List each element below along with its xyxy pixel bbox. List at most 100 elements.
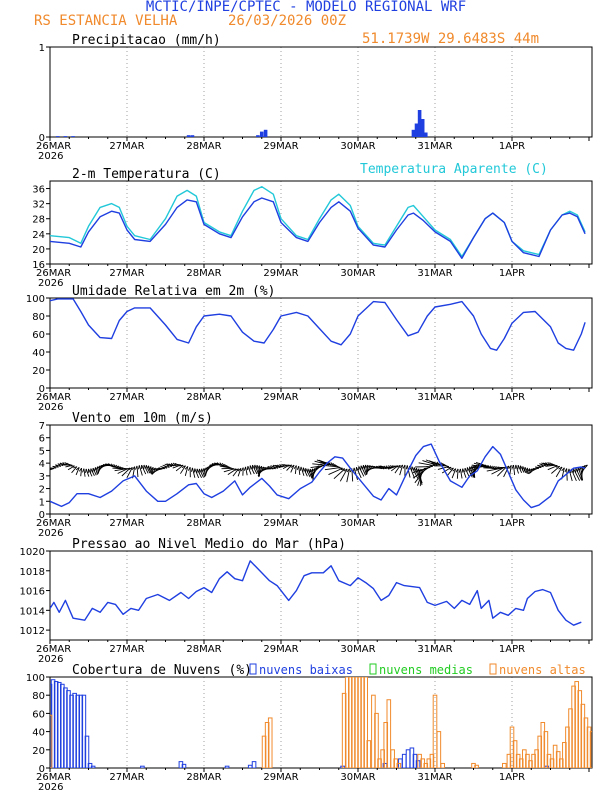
- bar-nuvens-altas: [436, 731, 442, 768]
- x-tick-label: 28MAR: [186, 518, 221, 529]
- wind-arrow-head: [179, 464, 184, 467]
- bar-nuvens-altas: [264, 722, 270, 768]
- bar-nuvens-altas: [534, 749, 539, 768]
- wind-arrow: [309, 465, 322, 473]
- wind-arrow: [112, 467, 124, 470]
- wind-arrow-head: [498, 466, 503, 469]
- x-tick-label: 27MAR: [109, 644, 144, 655]
- wind-arrow: [374, 466, 382, 470]
- wind-arrow-head: [255, 465, 258, 470]
- wind-arrow: [358, 466, 365, 477]
- wind-arrow-head: [399, 464, 403, 469]
- x-year-label: 2026: [38, 782, 63, 792]
- bar-precipitacao: [263, 129, 268, 137]
- x-year-label: 2026: [38, 654, 63, 665]
- wind-arrow-head: [296, 465, 300, 471]
- bar-precipitacao: [71, 136, 75, 137]
- wind-arrow: [270, 465, 279, 469]
- bar-nuvens-altas: [440, 762, 445, 768]
- legend-label-nuvens-medias: nuvens medias: [379, 663, 473, 677]
- wind-arrow-head: [258, 465, 263, 470]
- data-layer: [50, 298, 586, 351]
- wind-arrow: [184, 466, 189, 477]
- wind-arrow-head: [577, 467, 579, 472]
- bar-nuvens-altas: [371, 694, 376, 768]
- wind-arrow-head: [203, 467, 207, 472]
- panel-title: Precipitacao (mm/h): [72, 33, 221, 48]
- header-run: 26/03/2026 00Z: [228, 13, 346, 29]
- series-line-pressao: [50, 560, 582, 626]
- wind-arrow-head: [449, 467, 454, 470]
- bar-nuvens-altas: [531, 753, 536, 768]
- panel-2-m-temperatura-c: 16 20 24 28 32 36 26MAR 27MAR 28MAR 29MAR 30MAR 31M…: [32, 162, 593, 289]
- wind-arrow-head: [366, 465, 371, 469]
- x-tick-label: 29MAR: [263, 644, 298, 655]
- bar-nuvens-altas: [423, 762, 429, 768]
- wind-arrow-head: [246, 466, 249, 471]
- bar-nuvens-altas: [348, 677, 353, 768]
- wind-arrow: [422, 460, 438, 466]
- wind-arrow: [307, 468, 313, 479]
- wind-arrow: [247, 465, 252, 475]
- bar-nuvens-altas: [562, 742, 567, 768]
- wind-arrow-head: [240, 467, 244, 472]
- wind-arrow: [544, 463, 553, 466]
- y-tick-label: 80: [32, 312, 45, 323]
- y-tick-label: 0: [39, 133, 45, 144]
- wind-arrow-head: [287, 464, 292, 467]
- wind-arrow: [170, 464, 179, 467]
- y-tick-label: 1012: [20, 626, 45, 637]
- wind-arrow-head: [396, 464, 401, 468]
- wind-arrow: [333, 468, 346, 480]
- x-tick-label: 29MAR: [263, 268, 298, 279]
- wind-arrow: [537, 464, 544, 468]
- wind-arrow: [464, 467, 470, 478]
- wind-arrow-head: [68, 463, 73, 466]
- bar-nuvens-baixas: [56, 681, 62, 768]
- wind-arrow: [196, 468, 202, 479]
- series-line-umidade-relativa: [50, 298, 586, 351]
- wind-arrow: [310, 465, 325, 468]
- wind-arrow: [555, 466, 563, 478]
- bar-precipitacao: [423, 132, 428, 137]
- wind-arrow-head: [511, 464, 514, 469]
- wind-arrow: [50, 468, 54, 471]
- panel-title: Vento em 10m (m/s): [72, 411, 213, 426]
- y-tick-label: 20: [32, 366, 45, 377]
- legend-swatch-nuvens-baixas: [249, 663, 257, 675]
- panel-frame: [49, 46, 593, 138]
- wind-arrow: [286, 464, 293, 471]
- bar-nuvens-baixas: [63, 687, 68, 768]
- panel-title: Cobertura de Nuvens (%): [72, 663, 252, 678]
- wind-arrow-head: [514, 464, 517, 469]
- y-tick-label: 1014: [20, 606, 45, 617]
- y-tick-label: 1016: [20, 587, 45, 598]
- wind-arrow: [491, 467, 505, 475]
- panel-frame: [49, 550, 593, 641]
- wind-arrow-head: [119, 466, 124, 470]
- wind-arrow-head: [558, 466, 563, 470]
- x-tick-label: 31MAR: [417, 518, 452, 529]
- x-tick-label: 26MAR: [36, 772, 71, 783]
- x-tick-label: 27MAR: [109, 518, 144, 529]
- wind-arrow: [180, 465, 186, 474]
- x-tick-label: 1APR: [499, 141, 525, 152]
- wind-arrow: [362, 465, 368, 475]
- wind-arrow-head: [82, 468, 85, 473]
- header-title: MCTIC/INPE/CPTEC - MODELO REGIONAL WRF: [146, 0, 466, 15]
- wind-arrow: [71, 466, 78, 474]
- wind-arrow: [52, 465, 59, 468]
- x-year-label: 2026: [38, 402, 63, 413]
- bar-nuvens-altas: [586, 726, 592, 768]
- wind-arrow: [547, 465, 558, 471]
- y-tick-label: 16: [32, 260, 45, 271]
- y-tick-label: 100: [26, 673, 45, 684]
- y-tick-label: 4: [39, 459, 45, 470]
- bar-precipitacao: [256, 135, 260, 137]
- wind-arrow: [312, 463, 327, 466]
- y-tick-label: 36: [32, 185, 45, 196]
- wind-arrow: [360, 465, 367, 476]
- wind-arrow-head: [365, 464, 369, 469]
- wind-arrow: [151, 467, 154, 475]
- y-tick-label: 1018: [20, 567, 45, 578]
